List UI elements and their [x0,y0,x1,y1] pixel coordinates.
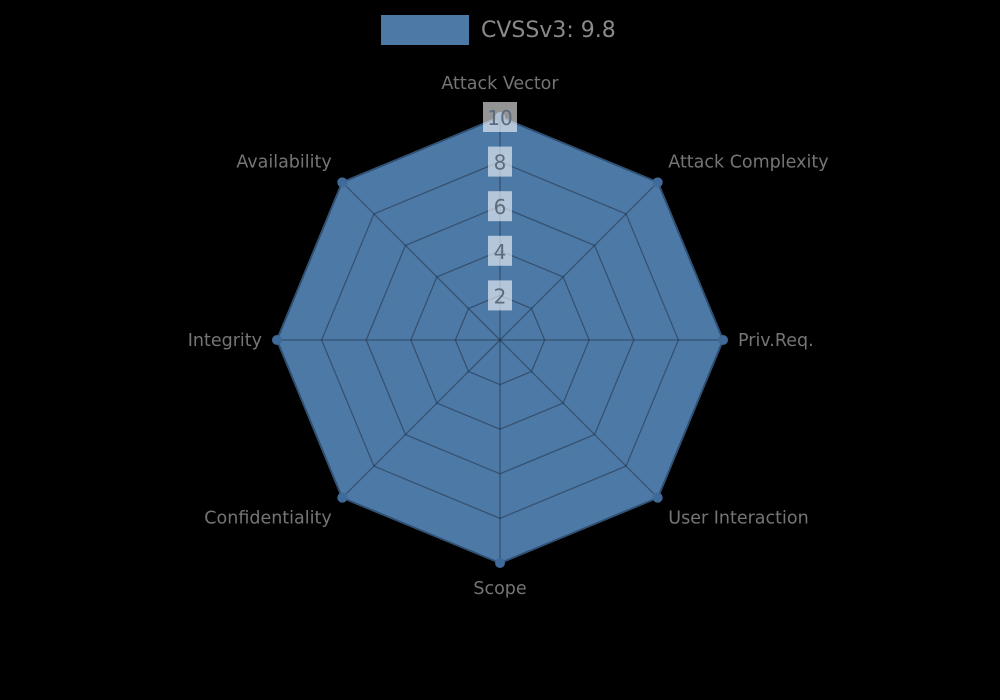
axis-label-scope: Scope [473,579,526,599]
data-point [337,492,348,503]
data-point [495,558,505,568]
grid-ring-6 [365,205,635,475]
tick-box-4 [488,235,512,266]
legend-label: CVSSv3: 9.8 [481,17,616,43]
axis-label-attack-complexity: Attack Complexity [668,153,828,173]
data-point [652,492,663,503]
data-point [272,335,282,345]
data-point [718,335,728,345]
axis-spoke [341,181,501,341]
tick-box-6 [488,191,512,222]
legend-swatch [381,15,469,45]
axis-spoke [341,339,501,499]
axis-spoke [499,339,659,499]
tick-label-6: 6 [494,195,507,219]
tick-label-4: 4 [494,240,507,264]
grid-ring-2 [454,294,546,386]
tick-box-8 [488,146,512,177]
data-point [652,177,663,188]
data-point [337,177,348,188]
axis-spoke [499,181,659,341]
grid-ring-8 [320,160,680,520]
axis-label-integrity: Integrity [188,331,262,351]
axis-label-user-interaction: User Interaction [668,508,808,528]
axis-label-priv-req: Priv.Req. [738,331,814,351]
tick-box-2 [488,280,512,311]
axis-label-attack-vector: Attack Vector [441,74,559,94]
axis-label-availability: Availability [236,153,331,173]
legend: CVSSv3: 9.8 [381,15,616,45]
tick-label-8: 8 [494,151,507,175]
tick-label-10: 10 [487,106,512,130]
tick-box-10 [483,102,517,132]
tick-label-2: 2 [494,284,507,308]
axis-label-confidentiality: Confidentiality [204,508,331,528]
grid-ring-4 [410,250,590,430]
